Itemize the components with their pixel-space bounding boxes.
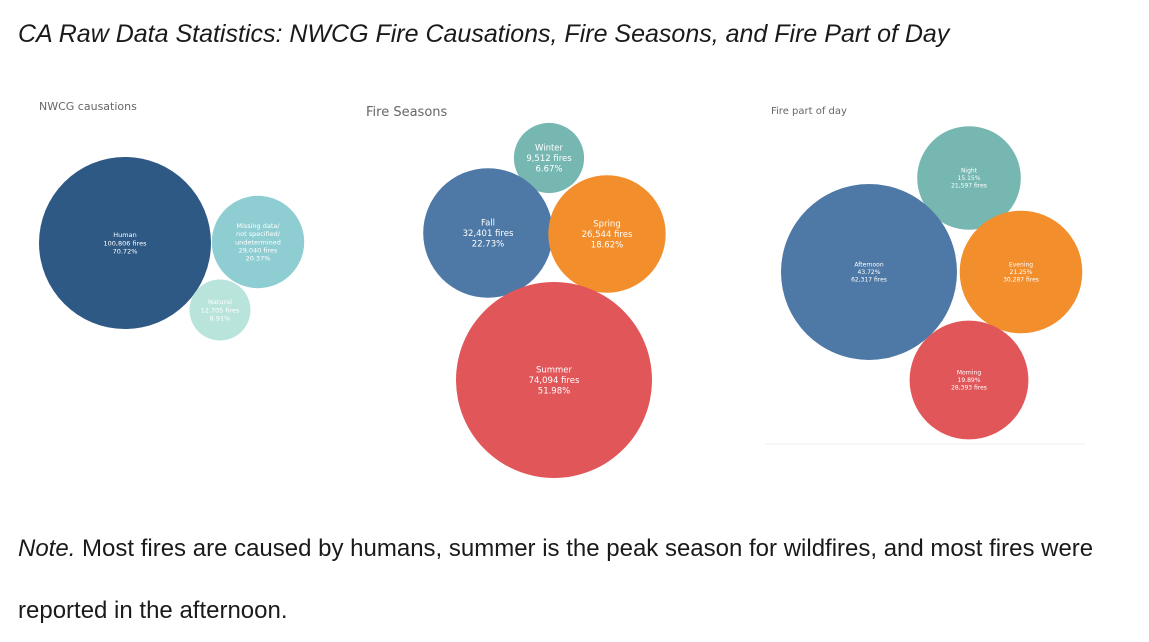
bubble-night bbox=[917, 126, 1021, 230]
bubble-morning bbox=[909, 320, 1029, 440]
bubble-summer bbox=[456, 282, 652, 478]
bubble-label-winter: Winter 9,512 fires 6.67% bbox=[526, 143, 572, 174]
bubble-label-summer: Summer 74,094 fires 51.98% bbox=[529, 365, 580, 396]
chart-fire-seasons: Fire Seasons Winter 9,512 fires 6.67% Fall 32… bbox=[366, 105, 666, 478]
chart-title: NWCG causations bbox=[39, 100, 137, 113]
chart-fire-part-of-day: Fire part of day Night 15.15% 21,597 fires A… bbox=[765, 106, 1085, 445]
bubble-label-fall: Fall 32,401 fires 22.73% bbox=[463, 218, 514, 249]
bubble-label-human: Human 100,806 fires 70.72% bbox=[104, 231, 148, 255]
bubble-human bbox=[39, 157, 211, 329]
bubble-label-afternoon: Afternoon 43.72% 62,317 fires bbox=[851, 262, 887, 284]
bubble-afternoon bbox=[781, 184, 957, 360]
chart-title: Fire part of day bbox=[771, 106, 847, 117]
bubble-spring bbox=[548, 175, 666, 293]
bubble-label-spring: Spring 26,544 fires 18.62% bbox=[582, 219, 633, 250]
bubble-missing-data-not-specified-undetermined bbox=[211, 195, 305, 289]
figure-title: CA Raw Data Statistics: NWCG Fire Causat… bbox=[18, 20, 950, 48]
bubble-label-evening: Evening 21.25% 30,287 fires bbox=[1003, 262, 1039, 284]
bubble-winter bbox=[513, 122, 585, 194]
bubble-label-natural: Natural 12,705 fires 8.91% bbox=[201, 298, 240, 322]
note-label: Note. bbox=[18, 535, 76, 562]
note-text: Most fires are caused by humans, summer … bbox=[18, 535, 1094, 624]
bubble-label-morning: Morning 19.89% 28,393 fires bbox=[951, 370, 987, 392]
bubble-label-night: Night 15.15% 21,597 fires bbox=[951, 168, 987, 190]
chart-nwcg-causations: NWCG causations Human 100,806 fires 70.72% M… bbox=[39, 100, 305, 341]
figure-note: Note. Most fires are caused by humans, s… bbox=[18, 518, 1143, 642]
bubble-fall bbox=[423, 168, 553, 298]
bubble-natural bbox=[189, 279, 251, 341]
chart-title: Fire Seasons bbox=[366, 105, 448, 120]
bubble-label-missing-data-not-specified-undetermined: Missing data/not specified/undetermined 2… bbox=[235, 222, 281, 263]
bubble-evening bbox=[959, 210, 1083, 334]
